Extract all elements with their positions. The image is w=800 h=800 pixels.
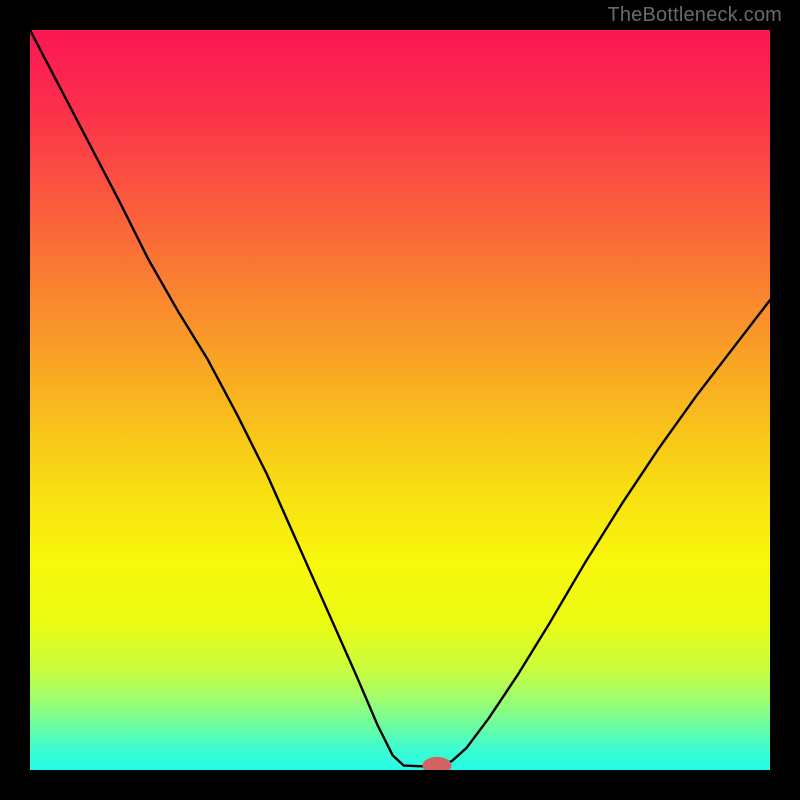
bottleneck-chart xyxy=(30,30,770,770)
watermark-text: TheBottleneck.com xyxy=(607,4,782,27)
chart-frame: TheBottleneck.com xyxy=(0,0,800,800)
plot-background xyxy=(30,30,770,770)
optimal-point-marker xyxy=(423,757,451,770)
